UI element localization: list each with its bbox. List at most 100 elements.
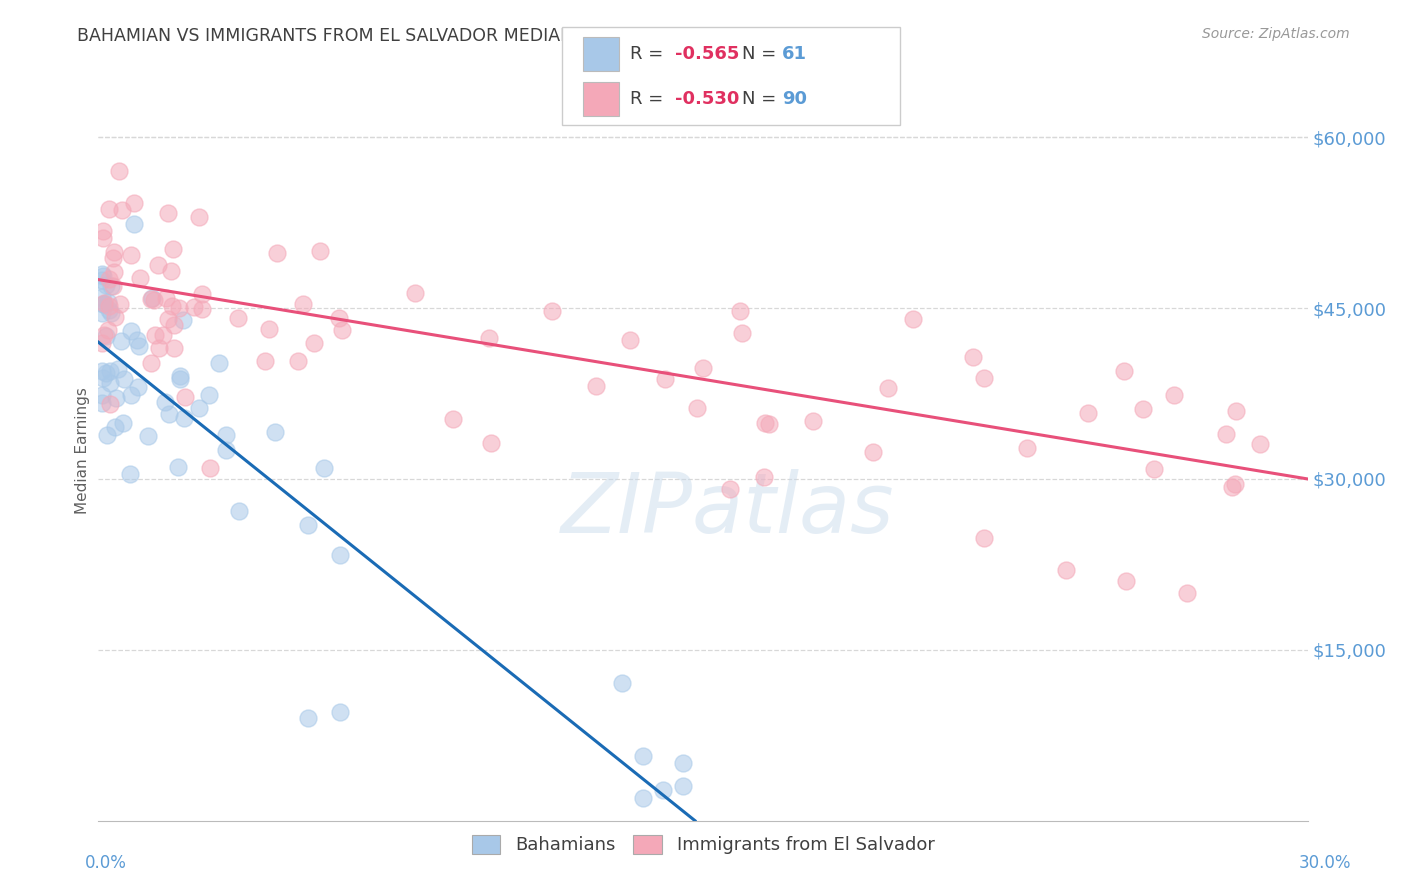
- Point: [169, 371, 191, 385]
- Point: [585, 378, 607, 392]
- Point: [152, 327, 174, 342]
- Point: [97, 294, 120, 309]
- Point: [91, 335, 114, 350]
- Point: [188, 210, 211, 224]
- Point: [962, 350, 984, 364]
- Point: [631, 749, 654, 764]
- Point: [98, 376, 121, 390]
- Point: [973, 531, 995, 545]
- Point: [1017, 441, 1039, 455]
- Point: [160, 299, 183, 313]
- Text: BAHAMIAN VS IMMIGRANTS FROM EL SALVADOR MEDIAN EARNINGS CORRELATION CHART: BAHAMIAN VS IMMIGRANTS FROM EL SALVADOR …: [77, 27, 865, 45]
- Point: [110, 334, 132, 349]
- Point: [654, 372, 676, 386]
- Point: [973, 371, 995, 385]
- Point: [163, 341, 186, 355]
- Point: [129, 271, 152, 285]
- Point: [108, 297, 131, 311]
- Point: [631, 790, 654, 805]
- Point: [1115, 574, 1137, 589]
- Point: [329, 548, 352, 562]
- Point: [754, 416, 776, 430]
- Point: [478, 330, 501, 344]
- Point: [127, 379, 149, 393]
- Point: [162, 242, 184, 256]
- Point: [153, 394, 176, 409]
- Point: [752, 470, 775, 484]
- Point: [91, 273, 114, 287]
- Point: [1249, 437, 1271, 451]
- Point: [404, 285, 426, 300]
- Y-axis label: Median Earnings: Median Earnings: [75, 387, 90, 514]
- Point: [100, 279, 122, 293]
- Point: [257, 322, 280, 336]
- Point: [91, 231, 114, 245]
- Point: [173, 410, 195, 425]
- Point: [612, 676, 634, 690]
- Point: [118, 467, 141, 482]
- Point: [101, 252, 124, 266]
- Point: [103, 245, 125, 260]
- Point: [124, 217, 146, 231]
- Point: [148, 341, 170, 355]
- Point: [155, 291, 177, 305]
- Text: 30.0%: 30.0%: [1298, 855, 1351, 872]
- Point: [91, 267, 114, 281]
- Point: [91, 388, 114, 402]
- Point: [111, 202, 134, 217]
- Point: [190, 287, 212, 301]
- Point: [141, 356, 163, 370]
- Point: [297, 518, 319, 533]
- Point: [98, 364, 121, 378]
- Point: [128, 339, 150, 353]
- Point: [541, 304, 564, 318]
- Point: [1225, 477, 1247, 491]
- Point: [183, 301, 205, 315]
- Point: [148, 258, 170, 272]
- Point: [163, 318, 186, 332]
- Point: [98, 299, 121, 313]
- Point: [728, 303, 751, 318]
- Point: [103, 264, 125, 278]
- Point: [1112, 364, 1135, 378]
- Point: [120, 324, 142, 338]
- Point: [903, 311, 925, 326]
- Point: [145, 327, 167, 342]
- Point: [127, 333, 149, 347]
- Point: [93, 296, 115, 310]
- Text: -0.530: -0.530: [675, 90, 740, 108]
- Point: [208, 356, 231, 370]
- Point: [619, 333, 641, 347]
- Point: [141, 292, 163, 306]
- Point: [159, 407, 181, 421]
- Point: [112, 372, 135, 386]
- Point: [142, 293, 165, 307]
- Point: [254, 354, 277, 368]
- Point: [172, 312, 194, 326]
- Point: [104, 391, 127, 405]
- Point: [104, 310, 127, 324]
- Point: [96, 428, 118, 442]
- Point: [228, 504, 250, 518]
- Point: [291, 296, 314, 310]
- Point: [97, 202, 120, 216]
- Text: 90: 90: [782, 90, 807, 108]
- Point: [314, 460, 336, 475]
- Point: [96, 278, 118, 293]
- Point: [1132, 401, 1154, 416]
- Point: [803, 414, 825, 428]
- Point: [1215, 426, 1237, 441]
- Point: [309, 244, 332, 259]
- Point: [758, 417, 780, 432]
- Point: [91, 290, 114, 304]
- Point: [91, 306, 114, 320]
- Point: [93, 370, 115, 384]
- Point: [1163, 388, 1185, 402]
- Point: [100, 306, 122, 320]
- Point: [98, 397, 121, 411]
- Point: [215, 443, 238, 458]
- Point: [107, 164, 129, 178]
- Point: [297, 711, 319, 725]
- Point: [1220, 480, 1243, 494]
- Point: [330, 323, 353, 337]
